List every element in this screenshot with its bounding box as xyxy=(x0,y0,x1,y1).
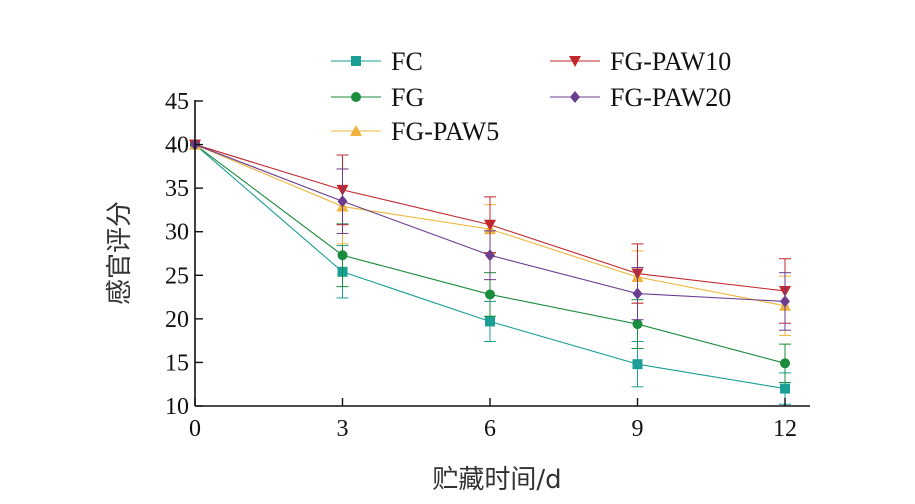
x-tick-label: 0 xyxy=(189,416,201,442)
y-tick-label: 30 xyxy=(165,220,189,246)
y-tick-label: 35 xyxy=(165,176,189,202)
series-fg-paw20 xyxy=(190,138,791,331)
legend-item-fg-paw5: FG-PAW5 xyxy=(331,117,499,146)
legend-marker xyxy=(569,56,581,67)
legend-label: FG xyxy=(391,83,424,112)
y-tick-label: 10 xyxy=(165,394,189,420)
data-point-fg-paw20 xyxy=(632,287,643,300)
legend-marker xyxy=(350,125,362,136)
data-point-fc xyxy=(780,383,790,394)
x-tick-label: 3 xyxy=(337,416,349,442)
data-point-fg-paw20 xyxy=(337,195,348,208)
axes xyxy=(194,100,810,407)
legend-marker xyxy=(570,91,580,103)
data-point-fg-paw20 xyxy=(485,249,495,262)
legend-label: FC xyxy=(391,47,423,76)
data-point-fg-paw10 xyxy=(484,219,496,231)
x-tick-label: 9 xyxy=(632,416,644,442)
ticks: 10 15 20 25 30 35 40 45 0 3 6 9 12 xyxy=(165,89,797,442)
data-point-fg xyxy=(337,250,348,261)
data-point-fc xyxy=(632,359,643,370)
data-point-fg xyxy=(632,319,643,330)
y-axis-title: 感官评分 xyxy=(105,201,135,305)
legend-item-fg-paw20: FG-PAW20 xyxy=(550,83,731,112)
legend-item-fg-paw10: FG-PAW10 xyxy=(550,47,731,76)
legend-label: FG-PAW10 xyxy=(610,47,731,76)
legend-marker xyxy=(351,56,361,66)
y-tick-label: 25 xyxy=(165,263,189,289)
legend-label: FG-PAW5 xyxy=(391,117,499,146)
legend: FC FG FG-PAW5 FG-PAW10 FG-PAW20 xyxy=(331,47,731,146)
y-tick-label: 20 xyxy=(165,307,189,333)
legend-marker xyxy=(351,92,361,102)
data-point-fg-paw20 xyxy=(780,295,790,308)
data-point-fg xyxy=(485,289,495,300)
x-tick-label: 12 xyxy=(773,416,797,442)
legend-item-fc: FC xyxy=(331,47,423,76)
legend-item-fg: FG xyxy=(331,83,424,112)
legend-label: FG-PAW20 xyxy=(610,83,731,112)
series-layer xyxy=(189,138,791,405)
x-tick-label: 6 xyxy=(484,416,496,442)
y-tick-label: 15 xyxy=(165,350,189,376)
y-tick-label: 45 xyxy=(165,89,189,115)
data-point-fg xyxy=(780,358,790,369)
y-tick-label: 40 xyxy=(165,133,189,159)
x-axis-title: 贮藏时间/d xyxy=(432,465,561,495)
data-point-fc xyxy=(485,316,495,327)
